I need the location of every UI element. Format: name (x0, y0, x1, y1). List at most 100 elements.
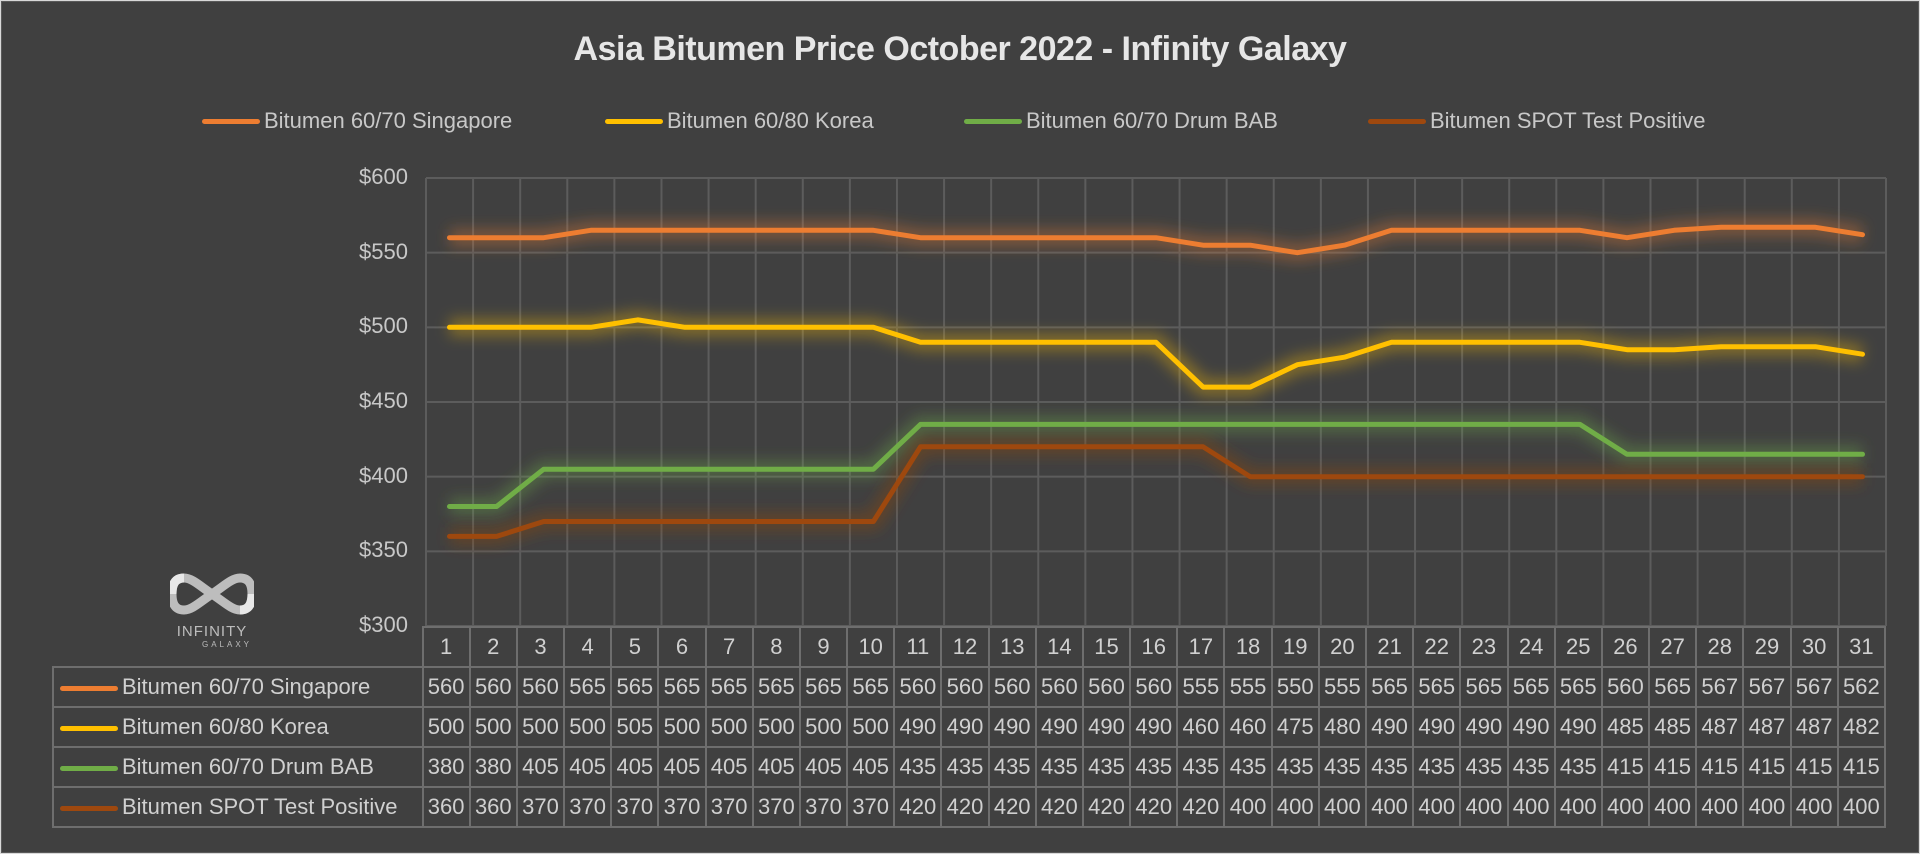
value-cell: 400 (1412, 786, 1462, 828)
value-cell: 490 (1412, 706, 1462, 748)
value-cell: 460 (1176, 706, 1226, 748)
value-cell: 420 (1129, 786, 1179, 828)
value-cell: 562 (1836, 666, 1887, 708)
value-cell: 405 (704, 746, 754, 788)
column-header: 16 (1129, 626, 1179, 668)
series-name-cell: Bitumen 60/70 Singapore (52, 666, 424, 708)
value-cell: 490 (893, 706, 943, 748)
value-cell: 490 (1506, 706, 1556, 748)
legend-swatch-icon (605, 118, 663, 124)
column-header: 30 (1789, 626, 1839, 668)
value-cell: 487 (1742, 706, 1792, 748)
legend-swatch-icon (964, 118, 1022, 124)
column-header: 23 (1459, 626, 1509, 668)
value-cell: 370 (610, 786, 660, 828)
column-header: 14 (1034, 626, 1084, 668)
value-cell: 400 (1600, 786, 1651, 828)
value-cell: 555 (1176, 666, 1226, 708)
value-cell: 420 (987, 786, 1037, 828)
value-cell: 420 (1034, 786, 1084, 828)
value-cell: 565 (610, 666, 660, 708)
value-cell: 555 (1223, 666, 1273, 708)
column-header: 7 (704, 626, 754, 668)
value-cell: 500 (798, 706, 849, 748)
series-swatch-icon (60, 725, 118, 731)
value-cell: 565 (1648, 666, 1698, 708)
value-cell: 435 (1506, 746, 1556, 788)
value-cell: 415 (1836, 746, 1887, 788)
value-cell: 415 (1648, 746, 1698, 788)
column-header: 25 (1553, 626, 1603, 668)
value-cell: 565 (1506, 666, 1556, 708)
column-header: 27 (1648, 626, 1698, 668)
value-cell: 567 (1742, 666, 1792, 708)
value-cell: 560 (940, 666, 990, 708)
value-cell: 435 (893, 746, 943, 788)
column-header: 3 (515, 626, 566, 668)
value-cell: 565 (1553, 666, 1603, 708)
value-cell: 490 (1553, 706, 1603, 748)
series-line (447, 421, 1865, 509)
value-cell: 490 (1034, 706, 1084, 748)
value-cell: 435 (1223, 746, 1273, 788)
value-cell: 415 (1695, 746, 1745, 788)
value-cell: 400 (1270, 786, 1320, 828)
value-cell: 435 (1553, 746, 1603, 788)
column-header: 9 (798, 626, 849, 668)
value-cell: 435 (1459, 746, 1509, 788)
table-row: Bitumen 60/80 Korea 500 500 500 500 505 500 500… (52, 706, 1887, 748)
column-header: 8 (751, 626, 801, 668)
legend-label: Bitumen 60/70 Drum BAB (1026, 108, 1278, 133)
legend-swatch-icon (1368, 118, 1426, 124)
value-cell: 400 (1364, 786, 1415, 828)
table-row: Bitumen SPOT Test Positive 360 360 370 370 37… (52, 786, 1887, 828)
value-cell: 435 (940, 746, 990, 788)
column-header: 5 (610, 626, 660, 668)
series-lines (447, 224, 1865, 539)
column-header: 6 (657, 626, 707, 668)
value-cell: 565 (846, 666, 896, 708)
series-line (447, 224, 1865, 256)
value-cell: 565 (1459, 666, 1509, 708)
value-cell: 560 (515, 666, 566, 708)
series-name-cell: Bitumen 60/70 Drum BAB (52, 746, 424, 788)
value-cell: 475 (1270, 706, 1320, 748)
table-row: Bitumen 60/70 Drum BAB 380 380 405 405 405 405… (52, 746, 1887, 788)
column-header: 15 (1081, 626, 1132, 668)
legend-item-korea: Bitumen 60/80 Korea (605, 108, 874, 134)
column-header: 19 (1270, 626, 1320, 668)
value-cell: 420 (1081, 786, 1132, 828)
value-cell: 380 (421, 746, 471, 788)
value-cell: 405 (563, 746, 613, 788)
value-cell: 487 (1789, 706, 1839, 748)
value-cell: 400 (1553, 786, 1603, 828)
column-header: 22 (1412, 626, 1462, 668)
series-line (447, 317, 1865, 390)
value-cell: 435 (1412, 746, 1462, 788)
value-cell: 370 (657, 786, 707, 828)
value-cell: 500 (421, 706, 471, 748)
column-header: 18 (1223, 626, 1273, 668)
series-name-cell: Bitumen 60/80 Korea (52, 706, 424, 748)
legend-swatch-icon (202, 118, 260, 124)
value-cell: 482 (1836, 706, 1887, 748)
value-cell: 405 (846, 746, 896, 788)
series-line (447, 444, 1865, 539)
value-cell: 555 (1317, 666, 1367, 708)
value-cell: 565 (1364, 666, 1415, 708)
column-header: 28 (1695, 626, 1745, 668)
legend-item-singapore: Bitumen 60/70 Singapore (202, 108, 512, 134)
y-tick-label: $500 (359, 313, 408, 339)
value-cell: 565 (798, 666, 849, 708)
value-cell: 405 (798, 746, 849, 788)
value-cell: 415 (1789, 746, 1839, 788)
value-cell: 560 (1034, 666, 1084, 708)
value-cell: 500 (751, 706, 801, 748)
legend-label: Bitumen 60/70 Singapore (264, 108, 513, 133)
value-cell: 500 (704, 706, 754, 748)
series-swatch-icon (60, 805, 118, 811)
value-cell: 560 (421, 666, 471, 708)
value-cell: 400 (1223, 786, 1273, 828)
